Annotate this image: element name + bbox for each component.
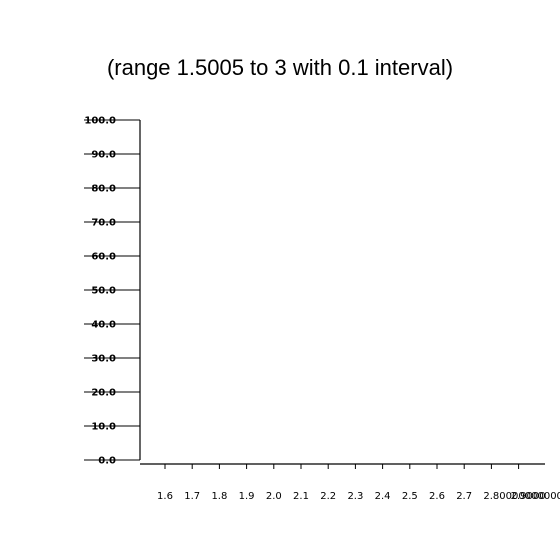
y-tick-label: 80.0 [91,184,116,195]
x-tick-label: 2.3 [347,491,363,502]
x-tick-label: 1.7 [184,491,200,502]
chart-title: (range 1.5005 to 3 with 0.1 interval) [107,55,453,80]
x-tick-label: 2.7 [456,491,472,502]
x-tick-label: 2.8000000000000003 [483,491,560,502]
x-axis-ticks: 1.6 1.7 1.8 1.9 2.0 2.1 2.2 2.3 2.4 2.5 2.6 2.7 2.80… [157,464,560,502]
x-tick-label: 2.2 [320,491,336,502]
y-tick-label: 0.0 [98,456,116,467]
y-tick-label: 100.0 [84,116,116,127]
x-tick-label: 2.4 [375,491,391,502]
y-tick-label: 70.0 [91,218,116,229]
y-tick-label: 30.0 [91,354,116,365]
x-tick-label: 1.8 [211,491,227,502]
y-tick-label: 60.0 [91,252,116,263]
x-tick-label: 2.1 [293,491,309,502]
x-tick-label: 2.6 [429,491,445,502]
x-tick-label: 2.0 [266,491,282,502]
y-tick-label: 20.0 [91,388,116,399]
y-tick-label: 50.0 [91,286,116,297]
y-axis-ticks: 0.0 10.0 20.0 30.0 40.0 50.0 60.0 70.0 80.0 90.0 1… [84,116,140,467]
x-tick-label: 1.6 [157,491,173,502]
y-tick-label: 90.0 [91,150,116,161]
x-tick-label: 2.5 [402,491,418,502]
y-tick-label: 10.0 [91,422,116,433]
x-tick-label: 2.9000 [511,491,546,502]
y-tick-label: 40.0 [91,320,116,331]
x-tick-label: 1.9 [239,491,255,502]
